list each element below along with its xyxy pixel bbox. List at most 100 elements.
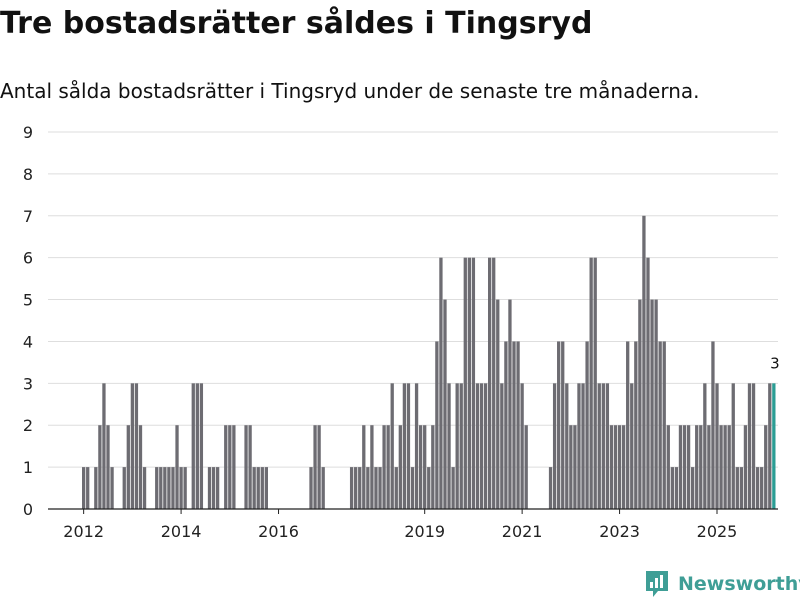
bar <box>577 383 581 509</box>
bar <box>751 383 756 509</box>
newsworthy-brand[interactable]: Newsworthy <box>644 569 800 599</box>
bar <box>475 383 480 509</box>
bar <box>358 467 362 509</box>
bar <box>686 425 691 509</box>
y-tick-label: 2 <box>23 416 33 435</box>
bar <box>390 383 394 509</box>
bar <box>719 425 723 509</box>
x-tick-label: 2014 <box>161 522 202 541</box>
bar <box>674 467 679 509</box>
bar <box>630 383 634 509</box>
bar <box>435 341 439 509</box>
bar <box>106 425 110 509</box>
bar <box>175 425 179 509</box>
y-tick-label: 7 <box>23 207 33 226</box>
bar <box>321 467 325 509</box>
bar <box>695 425 699 509</box>
bar <box>167 467 171 509</box>
bar <box>670 467 674 509</box>
bar <box>228 425 232 509</box>
bar <box>199 383 204 509</box>
newsworthy-wordmark: Newsworthy <box>678 573 800 595</box>
bar <box>764 425 768 509</box>
bar <box>459 383 463 509</box>
bar <box>483 383 488 509</box>
bar <box>707 425 711 509</box>
newsworthy-logo-icon <box>646 571 668 597</box>
bar <box>82 467 86 509</box>
bar <box>163 467 167 509</box>
bar <box>508 299 512 509</box>
bar <box>552 383 557 509</box>
bar <box>366 467 370 509</box>
bar <box>260 467 264 509</box>
bar <box>699 425 703 509</box>
bar <box>195 383 199 509</box>
x-tick-label: 2023 <box>599 522 640 541</box>
bar <box>617 425 622 509</box>
bar <box>455 383 459 509</box>
bar <box>256 467 260 509</box>
bar <box>451 467 455 509</box>
bar <box>650 299 654 509</box>
bar <box>589 257 593 509</box>
bar <box>313 425 317 509</box>
bar <box>747 383 752 509</box>
chart-title: Tre bostadsrätter såldes i Tingsryd <box>0 6 593 41</box>
x-tick-label: 2025 <box>697 522 738 541</box>
bar <box>155 467 159 509</box>
bar <box>504 341 508 509</box>
bar <box>691 467 695 509</box>
y-tick-label: 5 <box>23 291 33 310</box>
bar <box>703 383 707 509</box>
bar <box>244 425 248 509</box>
bar <box>159 467 163 509</box>
bar <box>443 299 447 509</box>
x-tick-label: 2016 <box>258 522 299 541</box>
bar <box>142 467 147 509</box>
bar <box>211 467 216 509</box>
y-tick-label: 9 <box>23 123 33 142</box>
bar <box>561 341 565 509</box>
bar <box>768 383 772 509</box>
bar <box>621 425 626 509</box>
bar <box>215 467 220 509</box>
y-tick-label: 6 <box>23 249 33 268</box>
bar <box>207 467 212 509</box>
bar <box>605 383 610 509</box>
bar <box>414 383 419 509</box>
bar <box>642 215 646 509</box>
x-tick-label: 2019 <box>404 522 445 541</box>
y-tick-label: 1 <box>23 458 33 477</box>
bar <box>179 467 183 509</box>
bar <box>666 425 670 509</box>
y-tick-label: 4 <box>23 332 33 351</box>
bar <box>723 425 727 509</box>
chart-subtitle: Antal sålda bostadsrätter i Tingsryd und… <box>0 79 700 103</box>
bar <box>496 299 500 509</box>
bar <box>479 383 484 509</box>
bar <box>122 467 126 509</box>
bar <box>402 383 407 509</box>
bar <box>573 425 577 509</box>
y-tick-label: 8 <box>23 165 33 184</box>
bar <box>423 425 427 509</box>
highlighted-bar <box>772 383 776 509</box>
bar <box>427 467 431 509</box>
bar <box>410 467 415 509</box>
bar <box>94 467 98 509</box>
bar <box>232 425 236 509</box>
bar <box>597 383 601 509</box>
bar <box>86 467 90 509</box>
bar <box>654 299 658 509</box>
bars <box>82 215 776 509</box>
bar <box>739 467 744 509</box>
bar <box>524 425 528 509</box>
highlight-value-label: 3 <box>770 354 780 372</box>
bar <box>731 383 735 509</box>
bar <box>715 383 719 509</box>
bar <box>224 425 228 509</box>
x-tick-label: 2012 <box>63 522 104 541</box>
bar <box>682 425 687 509</box>
bar <box>378 467 382 509</box>
